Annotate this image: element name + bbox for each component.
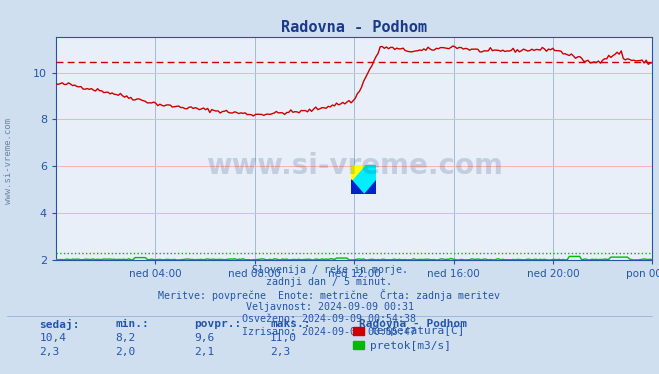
Text: pretok[m3/s]: pretok[m3/s] [370, 341, 451, 350]
Text: Izrisano: 2024-09-09 00:55:47: Izrisano: 2024-09-09 00:55:47 [243, 327, 416, 337]
Text: maks.:: maks.: [270, 319, 310, 329]
Title: Radovna - Podhom: Radovna - Podhom [281, 20, 427, 35]
Text: 2,0: 2,0 [115, 347, 136, 357]
Text: 2,3: 2,3 [270, 347, 291, 357]
Text: sedaj:: sedaj: [40, 319, 80, 329]
Text: Veljavnost: 2024-09-09 00:31: Veljavnost: 2024-09-09 00:31 [246, 302, 413, 312]
Text: zadnji dan / 5 minut.: zadnji dan / 5 minut. [266, 277, 393, 287]
Text: Radovna - Podhom: Radovna - Podhom [359, 319, 467, 329]
Text: www.si-vreme.com: www.si-vreme.com [206, 153, 503, 181]
Text: Osveženo: 2024-09-09 00:54:38: Osveženo: 2024-09-09 00:54:38 [243, 314, 416, 324]
Text: Meritve: povprečne  Enote: metrične  Črta: zadnja meritev: Meritve: povprečne Enote: metrične Črta:… [159, 289, 500, 301]
Text: temperatura[C]: temperatura[C] [370, 327, 465, 336]
Text: 11,0: 11,0 [270, 333, 297, 343]
Text: 8,2: 8,2 [115, 333, 136, 343]
Text: 9,6: 9,6 [194, 333, 215, 343]
Text: povpr.:: povpr.: [194, 319, 242, 329]
Text: 10,4: 10,4 [40, 333, 67, 343]
Text: min.:: min.: [115, 319, 149, 329]
Text: 2,1: 2,1 [194, 347, 215, 357]
Text: 2,3: 2,3 [40, 347, 60, 357]
Text: www.si-vreme.com: www.si-vreme.com [4, 118, 13, 204]
Text: Slovenija / reke in morje.: Slovenija / reke in morje. [252, 265, 407, 275]
